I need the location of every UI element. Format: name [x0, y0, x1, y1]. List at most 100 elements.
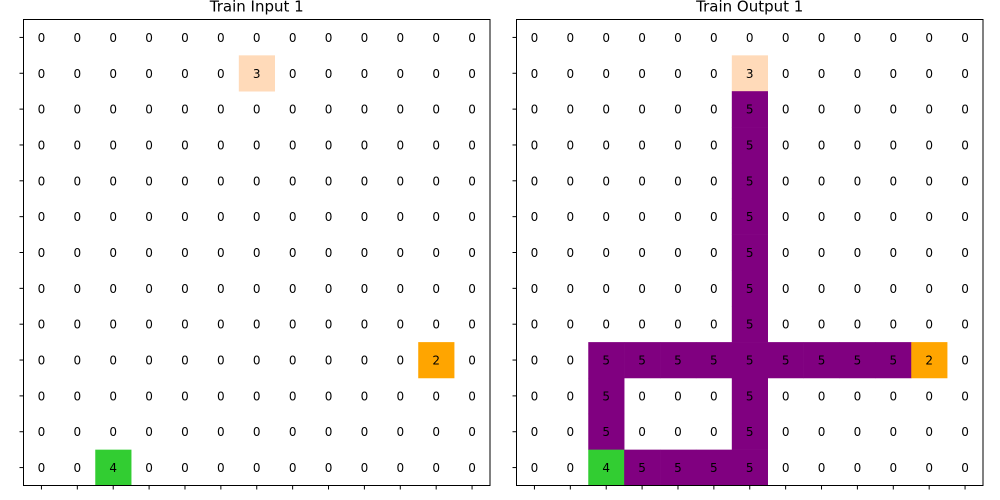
cell-value: 0 [468, 210, 476, 224]
cell-value: 0 [531, 103, 539, 117]
cell-value: 5 [674, 354, 682, 368]
cell-value: 0 [396, 31, 404, 45]
cell-value: 0 [854, 282, 862, 296]
cell-value: 0 [145, 103, 153, 117]
cell-value: 0 [74, 318, 82, 332]
cell-value: 0 [253, 246, 261, 260]
cell-value: 0 [38, 354, 46, 368]
cell-value: 0 [710, 103, 718, 117]
cell-value: 0 [181, 138, 189, 152]
cell-value: 0 [145, 318, 153, 332]
grid-cell [95, 449, 132, 486]
grid-cell [731, 234, 768, 271]
cell-value: 0 [782, 210, 790, 224]
cell-value: 0 [217, 318, 225, 332]
cell-value: 0 [145, 174, 153, 188]
cell-value: 0 [925, 246, 933, 260]
cell-value: 0 [961, 354, 969, 368]
cell-value: 0 [710, 318, 718, 332]
cell-value: 0 [325, 174, 333, 188]
cell-value: 0 [854, 31, 862, 45]
cell-value: 0 [854, 425, 862, 439]
cell-value: 0 [145, 282, 153, 296]
cell-value: 0 [361, 389, 369, 403]
cell-value: 0 [889, 282, 897, 296]
cell-value: 5 [818, 354, 826, 368]
cell-value: 0 [782, 103, 790, 117]
cell-value: 0 [361, 354, 369, 368]
cell-value: 0 [468, 31, 476, 45]
cell-value: 2 [432, 354, 440, 368]
cell-value: 5 [746, 389, 754, 403]
cell-value: 0 [925, 103, 933, 117]
cell-value: 0 [396, 425, 404, 439]
grid-cell [624, 449, 661, 486]
cell-value: 0 [531, 282, 539, 296]
cell-value: 0 [468, 67, 476, 81]
cell-value: 0 [782, 138, 790, 152]
cell-value: 0 [674, 210, 682, 224]
cell-value: 0 [325, 318, 333, 332]
cell-value: 0 [109, 425, 117, 439]
cell-value: 0 [567, 318, 575, 332]
cell-value: 0 [961, 282, 969, 296]
cell-value: 0 [468, 246, 476, 260]
cell-value: 0 [854, 210, 862, 224]
cell-value: 0 [710, 425, 718, 439]
cell-value: 0 [925, 461, 933, 475]
cell-value: 5 [674, 461, 682, 475]
cell-value: 0 [710, 67, 718, 81]
cell-value: 0 [567, 282, 575, 296]
cell-value: 0 [38, 210, 46, 224]
cell-value: 0 [710, 174, 718, 188]
cell-value: 0 [925, 389, 933, 403]
grid-cell [731, 127, 768, 164]
cell-value: 0 [253, 103, 261, 117]
cell-value: 0 [674, 67, 682, 81]
cell-value: 0 [925, 67, 933, 81]
cell-value: 0 [710, 138, 718, 152]
cell-value: 0 [289, 174, 297, 188]
cell-value: 0 [109, 389, 117, 403]
cell-value: 0 [961, 174, 969, 188]
cell-value: 0 [710, 389, 718, 403]
cell-value: 0 [289, 461, 297, 475]
grid-cell [875, 342, 912, 379]
cell-value: 0 [396, 138, 404, 152]
cell-value: 0 [925, 210, 933, 224]
cell-value: 0 [961, 138, 969, 152]
cell-value: 5 [602, 354, 610, 368]
cell-value: 0 [638, 31, 646, 45]
cell-value: 0 [961, 31, 969, 45]
cell-value: 0 [181, 246, 189, 260]
cell-value: 0 [38, 246, 46, 260]
cell-value: 0 [531, 174, 539, 188]
cell-value: 0 [889, 67, 897, 81]
cell-value: 0 [889, 174, 897, 188]
cell-value: 0 [468, 138, 476, 152]
cell-value: 0 [925, 282, 933, 296]
cell-value: 0 [602, 318, 610, 332]
cell-value: 0 [925, 174, 933, 188]
cell-value: 0 [217, 282, 225, 296]
cell-value: 0 [710, 282, 718, 296]
cell-value: 0 [325, 31, 333, 45]
cell-value: 0 [253, 318, 261, 332]
cell-value: 0 [181, 389, 189, 403]
cell-value: 0 [181, 31, 189, 45]
cell-value: 0 [567, 31, 575, 45]
cell-value: 0 [889, 461, 897, 475]
cell-value: 0 [567, 138, 575, 152]
cell-value: 0 [531, 31, 539, 45]
cell-value: 0 [432, 461, 440, 475]
cell-value: 0 [432, 103, 440, 117]
cell-value: 0 [396, 246, 404, 260]
cell-value: 0 [818, 389, 826, 403]
cell-value: 5 [710, 461, 718, 475]
cell-value: 0 [325, 389, 333, 403]
grid-cell [731, 270, 768, 307]
cell-value: 0 [361, 138, 369, 152]
cell-value: 0 [361, 67, 369, 81]
cell-value: 0 [602, 282, 610, 296]
cell-value: 0 [818, 425, 826, 439]
